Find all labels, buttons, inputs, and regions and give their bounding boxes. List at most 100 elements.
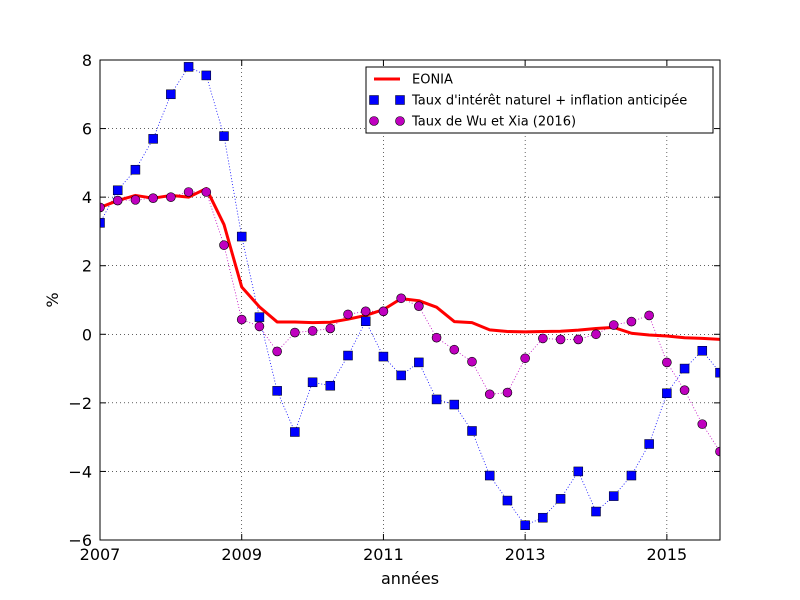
- natural-rate-point: [130, 164, 141, 175]
- wu-xia-point: [343, 309, 353, 320]
- wu-xia-point: [697, 419, 708, 429]
- natural-rate-point: [626, 470, 637, 481]
- natural-rate-point: [148, 134, 158, 144]
- natural-rate-connector: [100, 66, 720, 526]
- natural-rate-point: [236, 231, 247, 242]
- legend-label: Taux de Wu et Xia (2016): [411, 115, 576, 130]
- natural-rate-point: [662, 388, 672, 399]
- natural-rate-point: [697, 345, 708, 356]
- natural-rate-point: [555, 494, 566, 504]
- wu-xia-point: [219, 240, 229, 250]
- wu-xia-point: [520, 353, 530, 364]
- wu-xia-point: [236, 314, 247, 325]
- natural-rate-point: [449, 399, 460, 410]
- natural-rate-point: [396, 370, 406, 381]
- wu-xia-point: [608, 320, 619, 330]
- wu-xia-point: [644, 310, 654, 321]
- natural-rate-point: [219, 131, 229, 141]
- wu-xia-point: [307, 326, 318, 336]
- natural-rate-point: [325, 380, 336, 391]
- natural-rate-points: [100, 62, 720, 531]
- x-tick-label: 2013: [505, 545, 546, 564]
- wu-xia-point: [290, 327, 300, 338]
- wu-xia-point: [484, 389, 495, 400]
- y-tick-label: −6: [68, 531, 92, 550]
- wu-xia-point: [166, 192, 176, 202]
- natural-rate-point: [112, 185, 123, 196]
- legend-wu-xia-swatch: [369, 116, 379, 126]
- natural-rate-point: [166, 89, 176, 100]
- wu-xia-point: [414, 301, 424, 311]
- wu-xia-point: [100, 202, 105, 213]
- plot-frame: [99, 59, 721, 541]
- wu-xia-point: [201, 187, 212, 197]
- wu-xia-point: [396, 293, 406, 304]
- wu-xia-point: [467, 356, 477, 367]
- natural-rate-point: [360, 316, 371, 327]
- x-tick-label: 2015: [646, 545, 687, 564]
- wu-xia-point: [148, 193, 158, 203]
- legend-label: EONIA: [412, 73, 453, 88]
- x-tick-label: 2009: [221, 545, 262, 564]
- natural-rate-point: [343, 350, 353, 361]
- y-tick-label: 8: [82, 51, 92, 70]
- natural-rate-point: [414, 357, 424, 368]
- wu-xia-point: [325, 323, 336, 334]
- wu-xia-point: [431, 332, 442, 343]
- wu-xia-points: [100, 187, 720, 457]
- wu-xia-point: [130, 195, 141, 205]
- wu-xia-point: [626, 316, 637, 327]
- natural-rate-point: [183, 62, 194, 72]
- natural-rate-point: [573, 466, 584, 477]
- y-tick-label: 2: [82, 257, 92, 276]
- natural-rate-point: [679, 363, 690, 374]
- y-tick-label: −4: [68, 462, 92, 481]
- x-tick-label: 2007: [80, 545, 121, 564]
- natural-rate-point: [467, 426, 477, 436]
- wu-xia-point: [272, 346, 282, 357]
- wu-xia-point: [254, 321, 265, 332]
- wu-xia-point: [502, 387, 513, 398]
- natural-rate-point: [307, 377, 318, 388]
- legend-wu-xia-swatch: [395, 116, 405, 126]
- wu-xia-point: [715, 446, 720, 457]
- y-tick-label: 4: [82, 188, 92, 207]
- legend-box: [365, 66, 714, 134]
- wu-xia-point: [538, 333, 548, 344]
- natural-rate-point: [431, 394, 442, 405]
- natural-rate-point: [484, 470, 495, 481]
- ticks: 2007 2009 2011 2013 2015 −6 −4 −2 0 2 4 6 8: [68, 51, 720, 564]
- wu-xia-point: [573, 334, 584, 345]
- x-axis-label: années: [381, 569, 439, 588]
- y-axis-label: %: [43, 292, 62, 307]
- wu-xia-point: [360, 306, 371, 317]
- x-tick-label: 2011: [363, 545, 404, 564]
- natural-rate-point: [254, 312, 265, 322]
- y-tick-label: 6: [82, 120, 92, 139]
- legend-label: Taux d'intérêt naturel + inflation antic…: [411, 94, 687, 109]
- y-tick-label: −2: [68, 394, 92, 413]
- wu-xia-point: [183, 187, 194, 197]
- y-tick-label: 0: [82, 325, 92, 344]
- natural-rate-point: [715, 367, 720, 378]
- legend: EONIA Taux d'intérêt naturel + inflation …: [365, 66, 714, 134]
- wu-xia-point: [679, 385, 690, 395]
- natural-rate-point: [644, 439, 654, 449]
- wu-xia-point: [112, 195, 123, 206]
- wu-xia-point: [378, 306, 389, 317]
- legend-entries: EONIA Taux d'intérêt naturel + inflation …: [369, 73, 687, 130]
- natural-rate-point: [201, 70, 212, 81]
- legend-natural-rate-swatch: [369, 95, 379, 105]
- wu-xia-point: [449, 344, 460, 355]
- wu-xia-point: [591, 329, 601, 340]
- natural-rate-point: [608, 491, 619, 501]
- natural-rate-point: [538, 512, 548, 523]
- legend-natural-rate-swatch: [395, 95, 405, 105]
- wu-xia-point: [555, 334, 566, 345]
- natural-rate-point: [520, 520, 530, 531]
- natural-rate-point: [290, 427, 300, 437]
- natural-rate-point: [502, 495, 513, 506]
- natural-rate-point: [591, 506, 601, 517]
- natural-rate-point: [272, 386, 282, 396]
